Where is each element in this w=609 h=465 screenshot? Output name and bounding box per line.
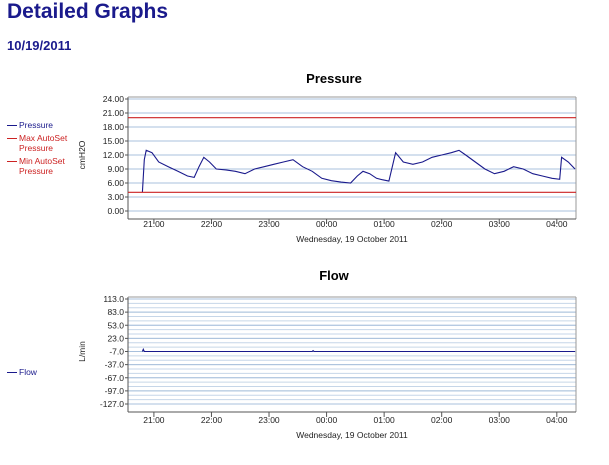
flow-y-tick-label: -127.0: [100, 399, 124, 409]
pressure-x-tick-label: 04:00: [546, 219, 568, 229]
legend-item-flow: Flow: [6, 367, 37, 377]
pressure-y-tick-label: 18.00: [103, 122, 125, 132]
pressure-x-tick-label: 02:00: [431, 219, 453, 229]
flow-x-tick-label: 02:00: [431, 415, 453, 425]
flow-y-tick-label: 53.0: [107, 320, 124, 330]
legend-label-pressure: Pressure: [19, 120, 54, 130]
series-flow-line: [141, 347, 575, 353]
legend-swatch-min-autoset: [7, 161, 17, 162]
pressure-chart-title: Pressure: [306, 71, 362, 86]
flow-x-tick-label: 23:00: [258, 415, 280, 425]
legend-item-pressure: Pressure: [6, 120, 81, 130]
flow-x-tick-label: 00:00: [316, 415, 338, 425]
pressure-x-tick-label: 23:00: [258, 219, 280, 229]
flow-x-tick-label: 22:00: [201, 415, 223, 425]
pressure-x-axis-label: Wednesday, 19 October 2011: [296, 234, 408, 244]
flow-x-tick-label: 01:00: [373, 415, 395, 425]
flow-y-axis-label: L/min: [77, 341, 87, 362]
flow-y-tick-label: -37.0: [105, 360, 125, 370]
pressure-y-tick-label: 9.00: [107, 164, 124, 174]
pressure-y-axis-label: cmH2O: [77, 140, 87, 169]
flow-y-tick-label: -67.0: [105, 373, 125, 383]
flow-y-tick-label: 83.0: [107, 307, 124, 317]
pressure-x-tick-label: 22:00: [201, 219, 223, 229]
flow-x-tick-label: 04:00: [546, 415, 568, 425]
flow-x-tick-label: 03:00: [489, 415, 511, 425]
flow-y-tick-label: 113.0: [103, 294, 124, 304]
flow-y-tick-label: -97.0: [105, 386, 125, 396]
flow-x-tick-label: 21:00: [143, 415, 165, 425]
flow-y-tick-label: 23.0: [107, 333, 124, 343]
flow-y-tick-label: -7.0: [109, 347, 124, 357]
legend-label-min-autoset: Min AutoSet Pressure: [19, 156, 65, 176]
legend-item-min-autoset: Min AutoSet Pressure: [6, 156, 81, 176]
pressure-x-tick-label: 21:00: [143, 219, 165, 229]
pressure-legend: Pressure Max AutoSet Pressure Min AutoSe…: [6, 120, 81, 179]
pressure-y-tick-label: 12.00: [103, 150, 125, 160]
pressure-y-tick-label: 21.00: [103, 108, 125, 118]
series-pressure-line: [141, 149, 576, 193]
flow-x-axis-label: Wednesday, 19 October 2011: [296, 430, 408, 440]
pressure-y-tick-label: 6.00: [107, 178, 124, 188]
pressure-y-tick-label: 24.00: [103, 94, 125, 104]
flow-legend: Flow: [6, 367, 37, 380]
page-date: 10/19/2011: [7, 38, 72, 53]
page-title: Detailed Graphs: [7, 0, 169, 23]
legend-item-max-autoset: Max AutoSet Pressure: [6, 133, 81, 153]
pressure-y-tick-label: 3.00: [107, 192, 124, 202]
legend-label-max-autoset: Max AutoSet Pressure: [19, 133, 68, 153]
legend-swatch-max-autoset: [7, 138, 17, 139]
legend-swatch-pressure: [7, 125, 17, 126]
pressure-y-tick-label: 0.00: [107, 206, 124, 216]
flow-chart-title: Flow: [319, 268, 349, 283]
legend-swatch-flow: [7, 372, 17, 373]
pressure-x-tick-label: 01:00: [373, 219, 395, 229]
pressure-x-tick-label: 03:00: [489, 219, 511, 229]
pressure-x-tick-label: 00:00: [316, 219, 338, 229]
pressure-y-tick-label: 15.00: [103, 136, 125, 146]
legend-label-flow: Flow: [19, 367, 37, 377]
